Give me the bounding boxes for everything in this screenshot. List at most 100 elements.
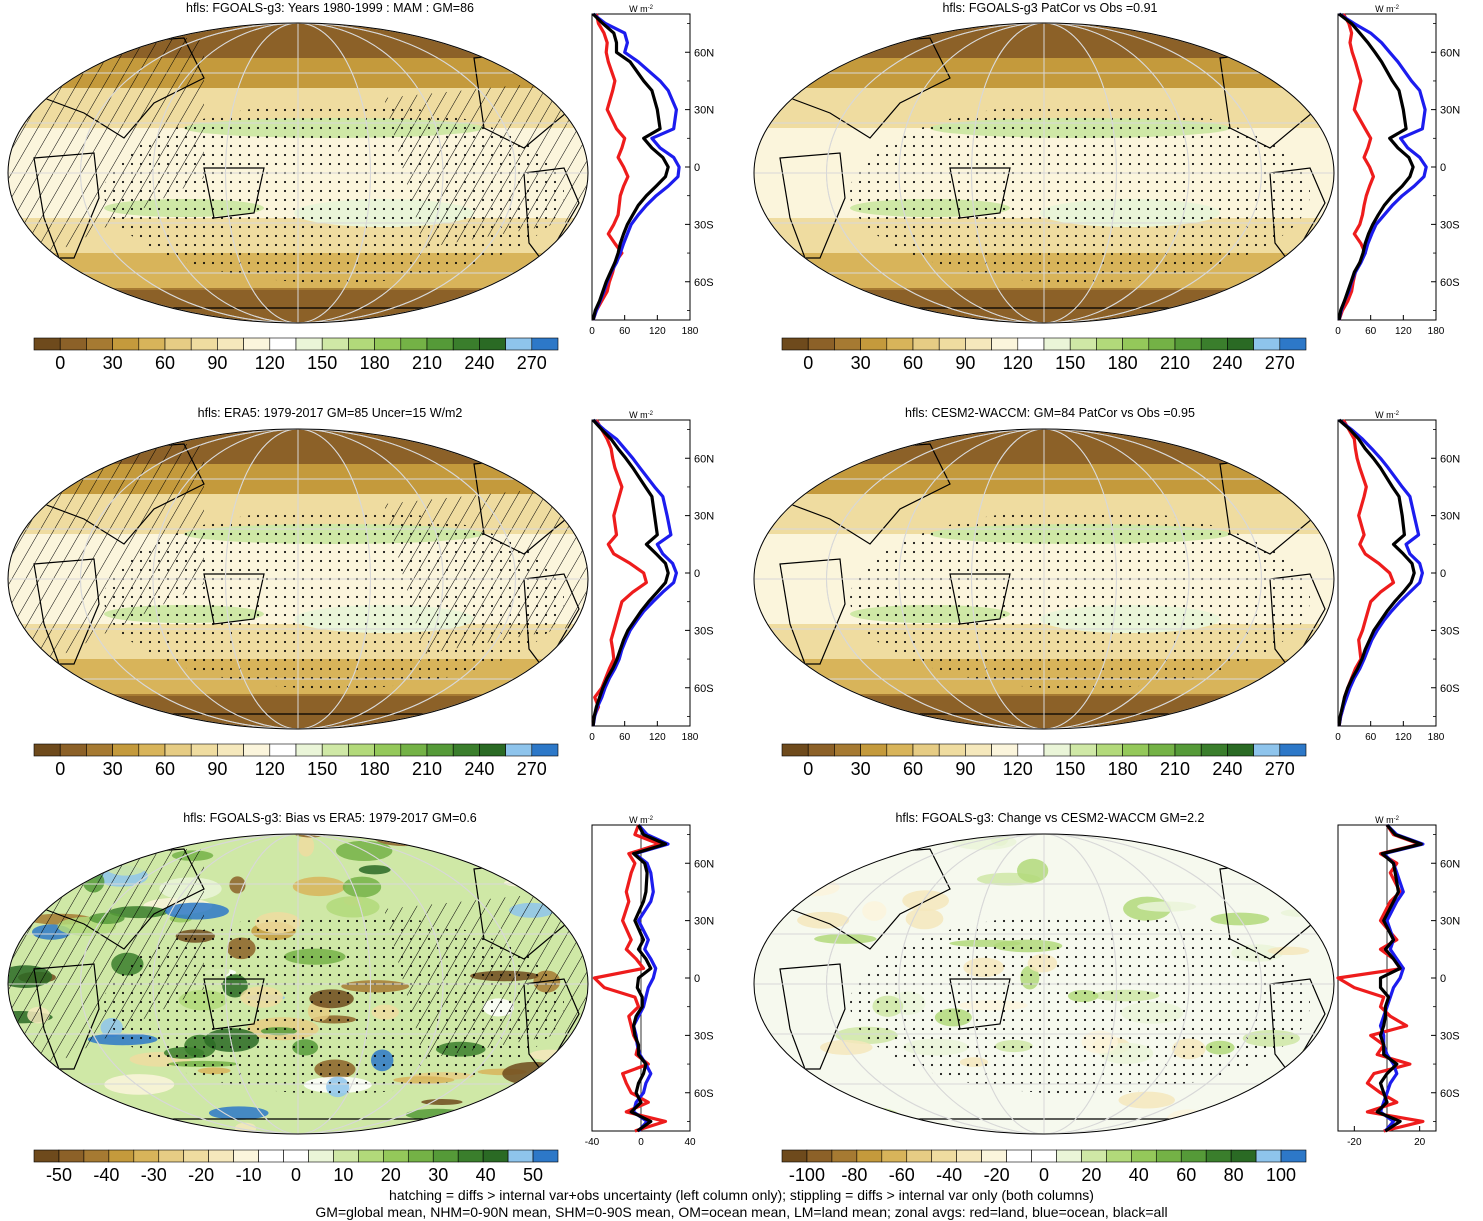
colorbar-swatch [1279,743,1307,757]
colorbar-tick-label: 30 [103,759,123,779]
profile-lat-label: 60S [694,683,714,695]
colorbar-swatch [348,337,375,351]
colorbar-swatch [321,337,349,351]
colorbar-swatch [1148,743,1176,757]
profile-lat-label: 0 [694,973,700,985]
profile-x-label: 180 [1428,326,1445,337]
profile-unit: W m-2 [1375,4,1399,14]
colorbar-swatch [374,743,402,757]
map-3 [7,428,589,730]
colorbar-tick-label: 120 [1003,353,1033,373]
colorbar-tick-label: 120 [1003,759,1033,779]
map-field-patch [905,908,944,930]
profile-series-land [1336,824,1425,1133]
colorbar-swatch [233,1149,259,1163]
colorbar-tick-label: 20 [1081,1165,1101,1185]
map-field-patch [884,1122,946,1134]
colorbar-swatch [807,337,835,351]
map-4 [753,428,1335,730]
colorbar-swatch [59,337,87,351]
zonal-profile-5: W m-2 60N 30N 0 30S 60S -40 0 40 [585,815,714,1148]
colorbar-tick-label: 210 [412,353,442,373]
colorbar-tick-label: 270 [517,759,547,779]
colorbar-swatch [452,743,480,757]
panel-title-2: hfls: FGOALS-g3 PatCor vs Obs =0.91 [942,1,1158,15]
colorbar-swatch [1043,337,1071,351]
map-coastline [8,1118,588,1134]
colorbar-swatch [183,1149,209,1163]
map-field-patch [814,933,877,944]
colorbar-swatch [956,1149,982,1163]
profile-lat-label: 0 [1440,162,1446,174]
profile-x-label: 120 [649,732,666,743]
profile-series-ocean [591,12,681,321]
colorbar-swatch [1096,337,1123,351]
colorbar-tick-label: 240 [1212,353,1242,373]
profile-lat-label: 60N [694,47,714,59]
colorbar-swatch [831,1149,858,1163]
map-field-patch [91,1113,152,1121]
profile-x-label: 40 [684,1137,696,1148]
map-border [753,22,1335,324]
colorbar-swatch [1174,337,1202,351]
colorbar-tick-label: 0 [291,1165,301,1185]
map-field-patch [421,1099,463,1106]
colorbar-swatch [807,743,835,757]
colorbar-swatch [1227,337,1254,351]
colorbar-tick-label: 30 [428,1165,448,1185]
colorbar-5: -50 -40 -30 -20 -10 0 10 20 30 40 50 [33,1149,559,1185]
colorbar-tick-label: -80 [841,1165,867,1185]
map-coastline [754,307,1334,323]
profile-x-label: 60 [1365,732,1377,743]
profile-lat-label: 60S [1440,277,1460,289]
profile-series-ocean [591,418,679,727]
profile-x-label: 120 [1395,732,1412,743]
colorbar-swatch [190,743,218,757]
map-hatching [384,889,588,1059]
colorbar-swatch [1069,743,1097,757]
colorbar-tick-label: -60 [889,1165,915,1185]
map-field-patch [1118,1091,1175,1109]
panel-title-4: hfls: CESM2-WACCM: GM=84 PatCor vs Obs =… [905,406,1195,420]
profile-unit: W m-2 [629,410,653,420]
profile-x-label: 60 [619,326,631,337]
map-hatching [8,444,204,684]
colorbar-swatch [112,743,140,757]
map-hatching [8,849,204,1089]
colorbar-tick-label: 0 [55,353,65,373]
colorbar-swatch [86,337,113,351]
profile-lat-label: 30S [1440,219,1460,231]
map-field-patch [1017,858,1049,883]
colorbar-swatch [856,1149,883,1163]
map-field-patch [1280,909,1317,917]
colorbar-tick-label: 0 [55,759,65,779]
colorbar-tick-label: 50 [523,1165,543,1185]
map-field-patch [1226,1113,1283,1133]
profile-lat-label: 60N [694,858,714,870]
colorbar-tick-label: 90 [207,353,227,373]
map-field-patch [757,1100,780,1117]
map-coastline [754,713,1334,729]
colorbar-swatch [981,1149,1007,1163]
profile-x-label: 120 [1395,326,1412,337]
colorbar-swatch [1255,1149,1282,1163]
footer-note-hatching: hatching = diffs > internal var+obs unce… [389,1187,1094,1203]
profile-lat-label: 60N [1440,858,1460,870]
map-field-patch [1207,834,1252,841]
profile-lat-label: 60S [1440,683,1460,695]
colorbar-swatch [295,743,323,757]
colorbar-tick-label: 10 [333,1165,353,1185]
colorbar-swatch [112,337,140,351]
colorbar-tick-label: 120 [255,759,285,779]
profile-lat-label: 30N [1440,916,1460,928]
colorbar-swatch [834,337,861,351]
colorbar-tick-label: 90 [955,353,975,373]
map-field-patch [516,857,552,881]
colorbar-swatch [912,337,940,351]
colorbar-swatch [243,337,271,351]
colorbar-swatch [1122,337,1150,351]
map-field-patch [787,878,840,897]
zonal-profile-3: W m-2 60N 30N 0 30S 60S 0 60 120 180 [589,410,714,743]
colorbar-tick-label: 30 [851,759,871,779]
panel-title-6: hfls: FGOALS-g3: Change vs CESM2-WACCM G… [895,811,1205,825]
